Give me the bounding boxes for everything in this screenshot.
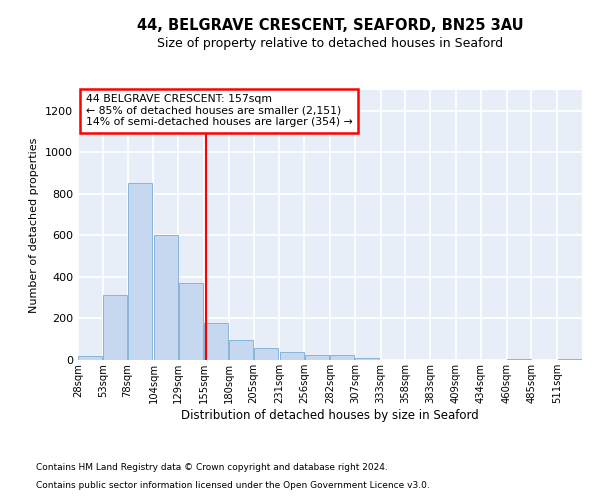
Bar: [79, 356, 103, 360]
Text: 44, BELGRAVE CRESCENT, SEAFORD, BN25 3AU: 44, BELGRAVE CRESCENT, SEAFORD, BN25 3AU: [137, 18, 523, 32]
Bar: [331, 355, 355, 360]
Bar: [128, 184, 152, 360]
Bar: [355, 358, 379, 360]
X-axis label: Distribution of detached houses by size in Seaford: Distribution of detached houses by size …: [181, 408, 479, 422]
Bar: [557, 359, 581, 360]
Text: Contains public sector information licensed under the Open Government Licence v3: Contains public sector information licen…: [36, 481, 430, 490]
Y-axis label: Number of detached properties: Number of detached properties: [29, 138, 40, 312]
Bar: [254, 348, 278, 360]
Bar: [179, 283, 203, 360]
Text: Contains HM Land Registry data © Crown copyright and database right 2024.: Contains HM Land Registry data © Crown c…: [36, 464, 388, 472]
Bar: [280, 352, 304, 360]
Bar: [154, 236, 178, 360]
Bar: [103, 294, 127, 360]
Text: 44 BELGRAVE CRESCENT: 157sqm
← 85% of detached houses are smaller (2,151)
14% of: 44 BELGRAVE CRESCENT: 157sqm ← 85% of de…: [86, 94, 352, 127]
Bar: [229, 340, 253, 360]
Bar: [507, 359, 531, 360]
Bar: [205, 322, 229, 360]
Text: Size of property relative to detached houses in Seaford: Size of property relative to detached ho…: [157, 38, 503, 51]
Bar: [305, 355, 329, 360]
